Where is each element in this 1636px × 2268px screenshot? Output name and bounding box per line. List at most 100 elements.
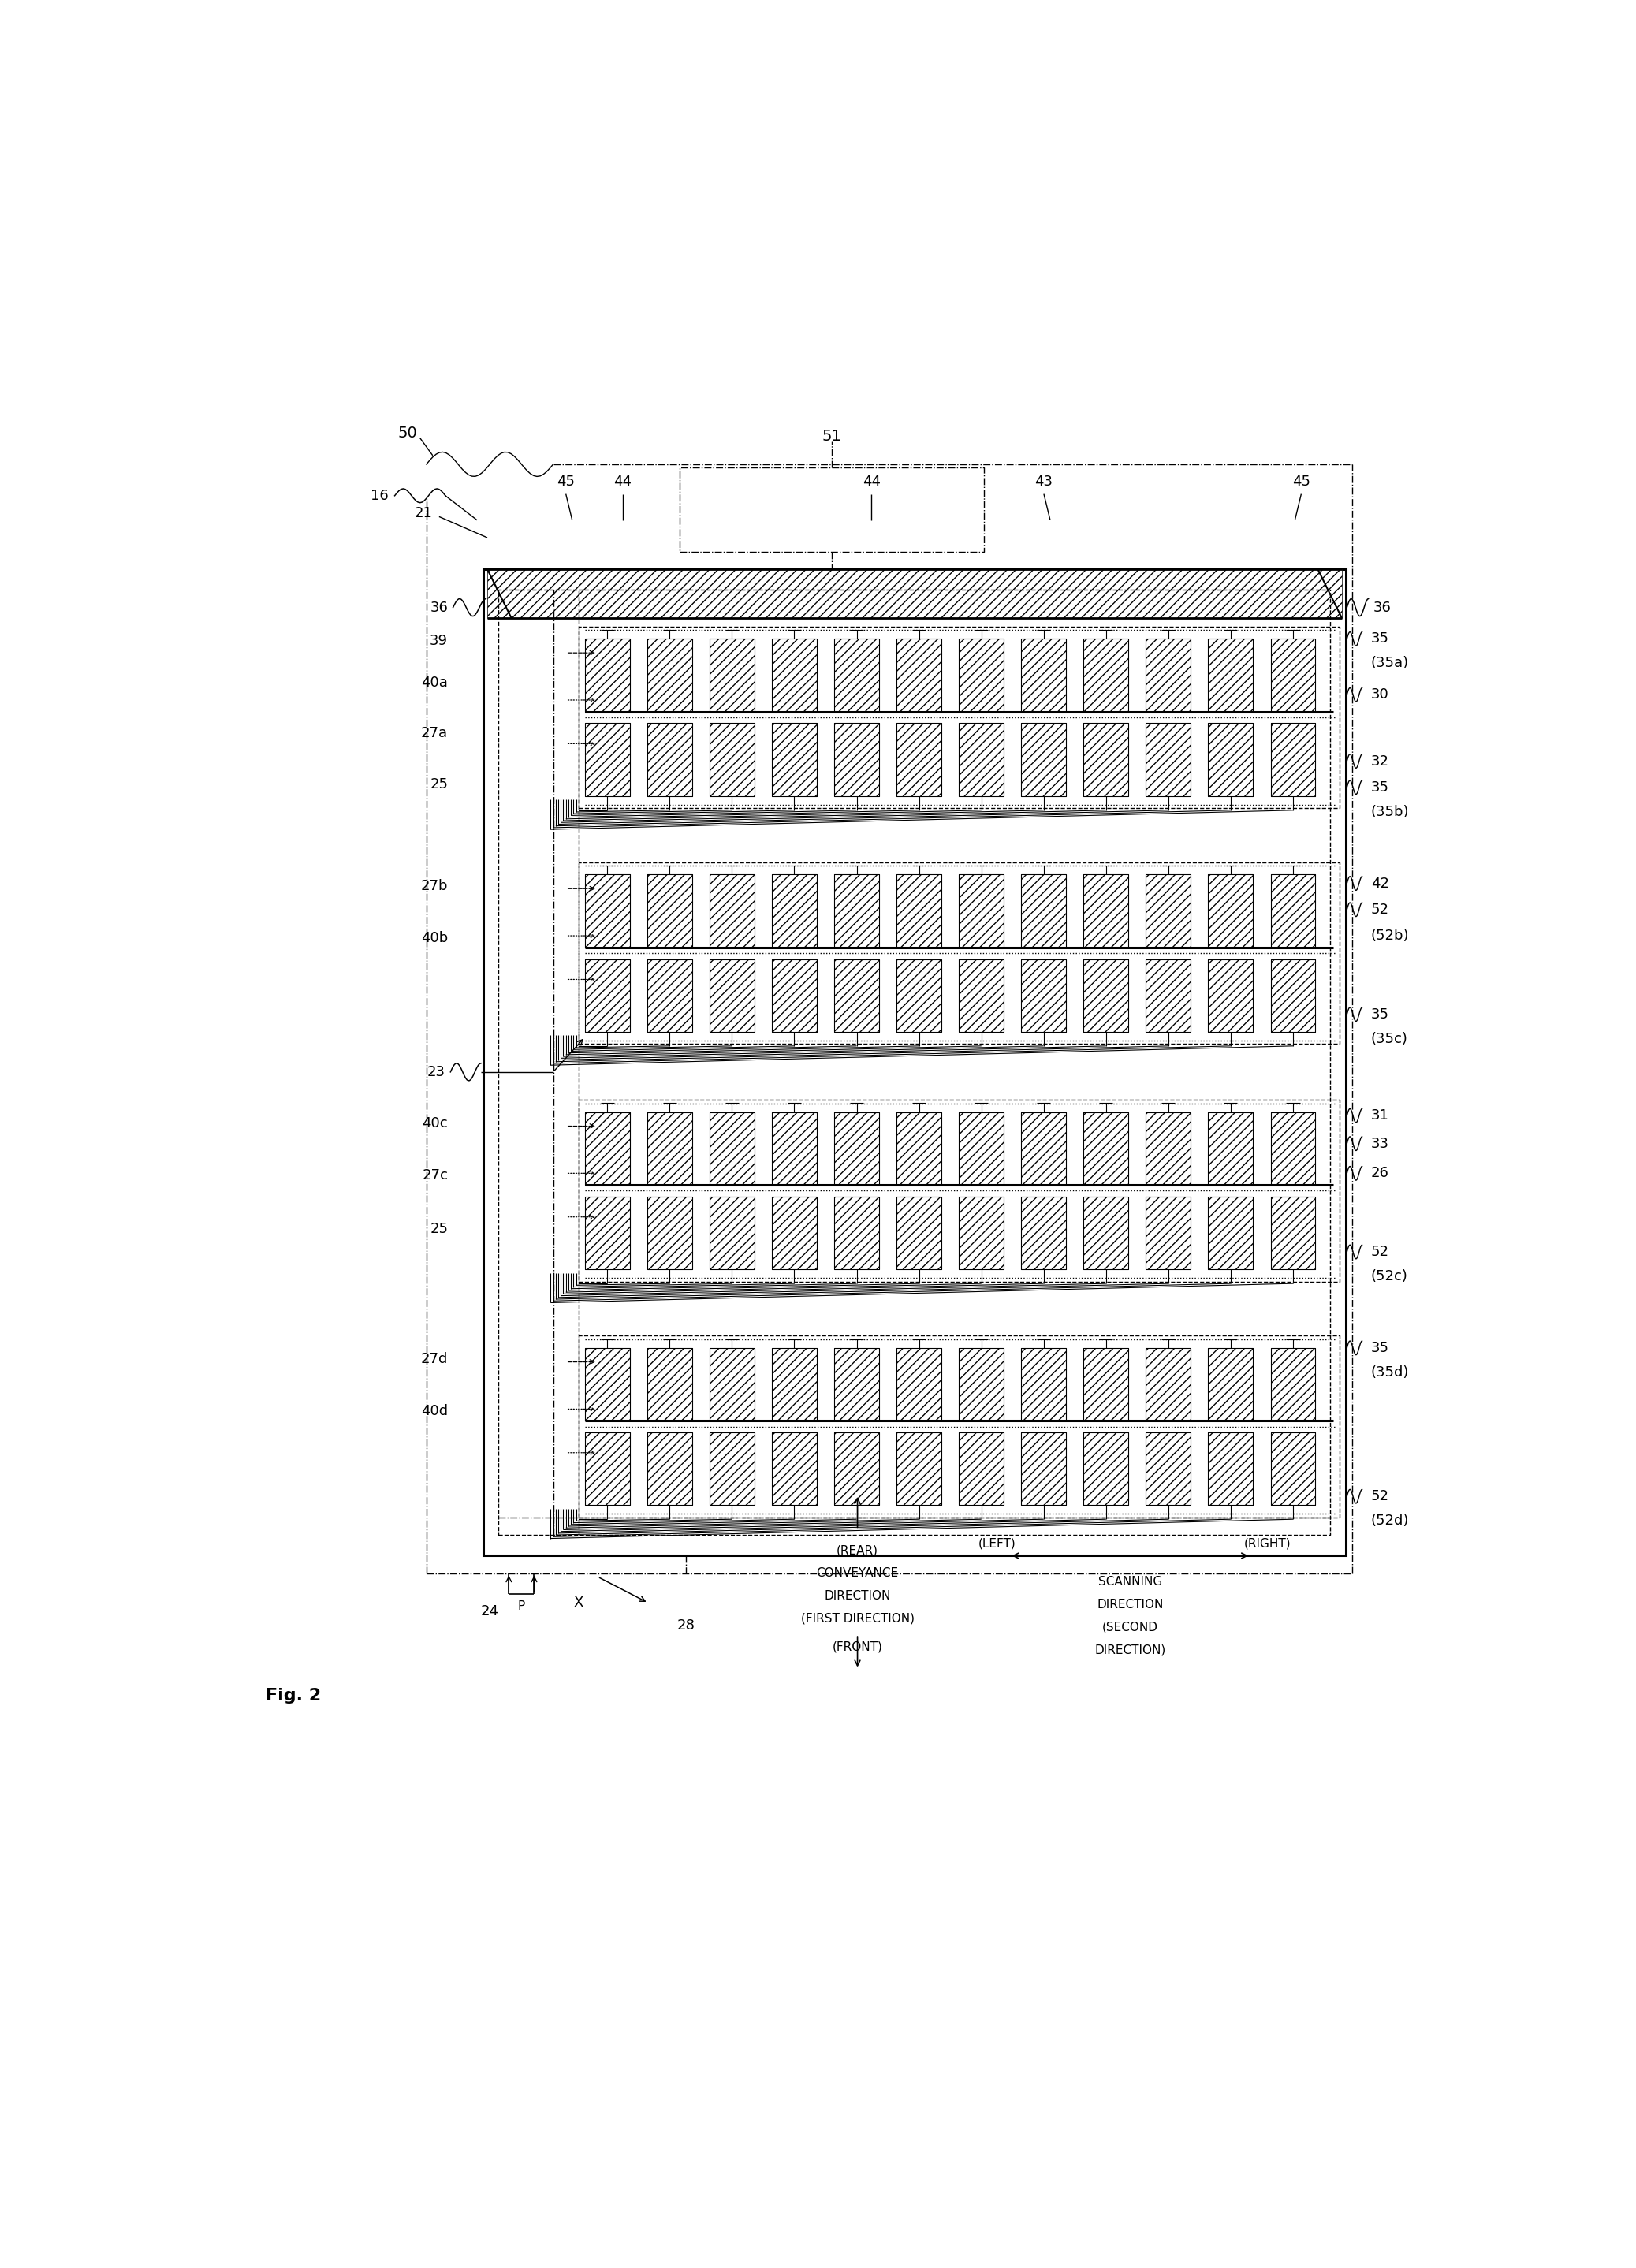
Bar bbox=[1145, 1111, 1191, 1184]
Bar bbox=[834, 875, 879, 948]
Bar bbox=[834, 875, 879, 948]
Bar bbox=[1209, 959, 1253, 1032]
Bar bbox=[834, 640, 879, 712]
Text: 27b: 27b bbox=[420, 880, 448, 894]
Text: (35c): (35c) bbox=[1371, 1032, 1409, 1046]
Text: 27c: 27c bbox=[422, 1168, 448, 1182]
Bar bbox=[897, 1111, 941, 1184]
Bar bbox=[1083, 875, 1129, 948]
Bar bbox=[1083, 1198, 1129, 1270]
Bar bbox=[1021, 1347, 1067, 1420]
Bar bbox=[1021, 1347, 1067, 1420]
Bar bbox=[834, 723, 879, 796]
Bar bbox=[834, 1198, 879, 1270]
Bar bbox=[834, 1111, 879, 1184]
Bar bbox=[681, 467, 985, 551]
Bar bbox=[772, 1198, 816, 1270]
Text: 28: 28 bbox=[677, 1619, 695, 1633]
Bar bbox=[1021, 723, 1067, 796]
Bar bbox=[1271, 640, 1315, 712]
Bar bbox=[586, 640, 630, 712]
Text: 27a: 27a bbox=[420, 726, 448, 739]
Bar bbox=[772, 1347, 816, 1420]
Bar bbox=[586, 875, 630, 948]
Bar bbox=[1209, 959, 1253, 1032]
Bar bbox=[1209, 723, 1253, 796]
Text: DIRECTION: DIRECTION bbox=[1096, 1599, 1163, 1610]
Bar bbox=[959, 1111, 1005, 1184]
Bar bbox=[897, 875, 941, 948]
Text: DIRECTION: DIRECTION bbox=[825, 1590, 890, 1601]
Bar bbox=[1083, 1198, 1129, 1270]
Bar bbox=[1271, 1198, 1315, 1270]
Bar bbox=[1145, 1111, 1191, 1184]
Bar bbox=[1209, 723, 1253, 796]
Bar bbox=[1083, 723, 1129, 796]
Bar bbox=[897, 959, 941, 1032]
Bar bbox=[648, 875, 692, 948]
Bar bbox=[1145, 875, 1191, 948]
Bar bbox=[897, 640, 941, 712]
Bar bbox=[1145, 723, 1191, 796]
Bar bbox=[834, 1433, 879, 1506]
Bar bbox=[586, 1347, 630, 1420]
Bar bbox=[484, 569, 1345, 1556]
Bar bbox=[959, 1347, 1005, 1420]
Bar bbox=[1209, 1198, 1253, 1270]
Bar bbox=[1145, 640, 1191, 712]
Text: 23: 23 bbox=[427, 1066, 445, 1080]
Bar bbox=[959, 1198, 1005, 1270]
Bar bbox=[1271, 640, 1315, 712]
Bar bbox=[897, 1111, 941, 1184]
Bar bbox=[586, 959, 630, 1032]
Text: 45: 45 bbox=[556, 474, 574, 490]
Bar bbox=[1209, 1433, 1253, 1506]
Bar bbox=[648, 959, 692, 1032]
Bar bbox=[710, 1347, 754, 1420]
Text: 39: 39 bbox=[430, 633, 448, 649]
Text: 40c: 40c bbox=[422, 1116, 448, 1132]
Bar bbox=[959, 1433, 1005, 1506]
Bar bbox=[1209, 640, 1253, 712]
Bar bbox=[710, 875, 754, 948]
Bar bbox=[834, 1198, 879, 1270]
Bar bbox=[834, 1433, 879, 1506]
Bar bbox=[1271, 875, 1315, 948]
Text: (52b): (52b) bbox=[1371, 928, 1409, 943]
Bar bbox=[579, 1336, 1340, 1517]
Bar bbox=[959, 1433, 1005, 1506]
Bar bbox=[1145, 640, 1191, 712]
Bar bbox=[710, 959, 754, 1032]
Text: (52c): (52c) bbox=[1371, 1270, 1409, 1284]
Text: 16: 16 bbox=[370, 488, 388, 503]
Bar bbox=[1021, 723, 1067, 796]
Text: DIRECTION): DIRECTION) bbox=[1094, 1644, 1165, 1656]
Bar bbox=[586, 1198, 630, 1270]
Text: 26: 26 bbox=[1371, 1166, 1389, 1179]
Bar bbox=[648, 1347, 692, 1420]
Bar bbox=[959, 959, 1005, 1032]
Bar bbox=[1083, 959, 1129, 1032]
Bar bbox=[772, 875, 816, 948]
Bar bbox=[897, 1433, 941, 1506]
Bar bbox=[897, 1433, 941, 1506]
Bar bbox=[648, 1111, 692, 1184]
Bar bbox=[897, 1198, 941, 1270]
Bar bbox=[1021, 875, 1067, 948]
Text: 27d: 27d bbox=[420, 1352, 448, 1365]
Text: 35: 35 bbox=[1371, 1340, 1389, 1354]
Bar bbox=[579, 862, 1340, 1043]
Bar bbox=[834, 1347, 879, 1420]
Bar bbox=[586, 723, 630, 796]
Bar bbox=[1021, 1433, 1067, 1506]
Text: 21: 21 bbox=[414, 506, 432, 519]
Bar bbox=[1021, 1111, 1067, 1184]
Bar bbox=[1083, 1347, 1129, 1420]
Bar bbox=[772, 959, 816, 1032]
Text: (LEFT): (LEFT) bbox=[978, 1538, 1016, 1549]
Bar bbox=[772, 1433, 816, 1506]
Text: 43: 43 bbox=[1036, 474, 1054, 490]
Text: SCANNING: SCANNING bbox=[1098, 1576, 1162, 1588]
Bar bbox=[1083, 640, 1129, 712]
Bar bbox=[772, 959, 816, 1032]
